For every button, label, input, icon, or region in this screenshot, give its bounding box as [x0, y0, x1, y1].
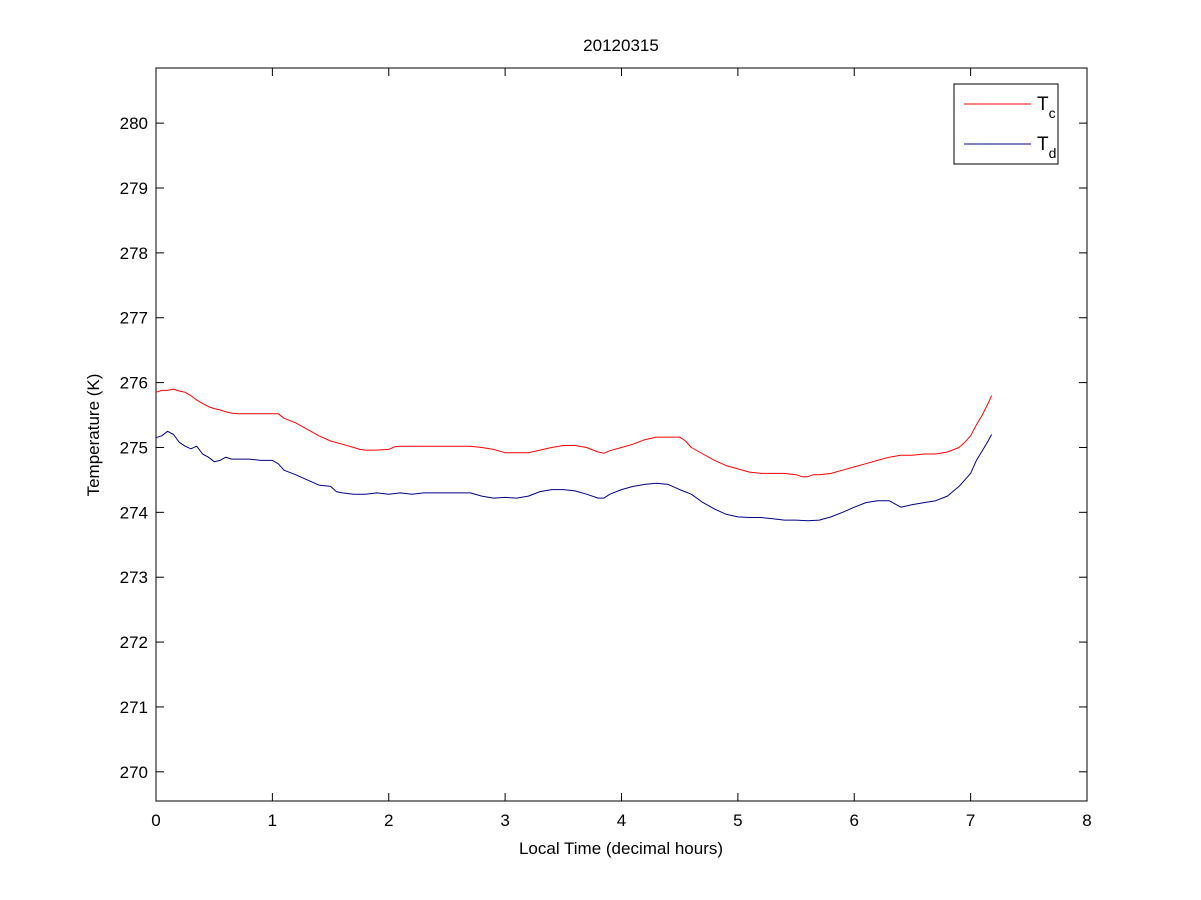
series-line-c — [155, 388, 993, 478]
x-tick-label: 2 — [384, 811, 393, 830]
x-axis-ticks: 0 1 2 3 4 5 6 7 8 — [151, 68, 1092, 830]
y-tick-label: 274 — [120, 503, 148, 522]
x-tick-label: 8 — [1082, 811, 1091, 830]
y-tick-label: 277 — [120, 309, 148, 328]
y-tick-label: 275 — [120, 438, 148, 457]
plot-area: 0 1 2 3 4 5 6 7 8 270 271 272 273 274 275 276 277 278 279… — [120, 67, 1092, 830]
x-tick-label: 5 — [733, 811, 742, 830]
y-tick-label: 273 — [120, 568, 148, 587]
axes-box — [155, 67, 1088, 802]
y-tick-label: 270 — [120, 763, 148, 782]
legend-label-main: T — [1037, 134, 1049, 155]
x-tick-label: 4 — [617, 811, 626, 830]
legend-label-d: Td — [1037, 134, 1056, 161]
legend-label-main: T — [1037, 94, 1049, 115]
series-line-d — [155, 430, 993, 522]
legend-label-c: Tc — [1037, 94, 1056, 121]
y-tick-label: 276 — [120, 374, 148, 393]
x-tick-label: 1 — [268, 811, 277, 830]
y-tick-label: 278 — [120, 244, 148, 263]
x-tick-label: 6 — [850, 811, 859, 830]
y-tick-label: 280 — [120, 114, 148, 133]
legend-label-subscript: c — [1049, 105, 1056, 121]
legend-label-subscript: d — [1049, 145, 1057, 161]
series-lines — [155, 388, 993, 522]
chart-title: 20120315 — [583, 36, 659, 55]
x-tick-label: 7 — [966, 811, 975, 830]
x-axis-label: Local Time (decimal hours) — [519, 839, 723, 858]
y-axis-label: Temperature (K) — [84, 374, 103, 497]
y-tick-label: 279 — [120, 179, 148, 198]
legend-box — [953, 83, 1059, 165]
x-tick-label: 3 — [500, 811, 509, 830]
y-tick-label: 271 — [120, 698, 148, 717]
y-tick-label: 272 — [120, 633, 148, 652]
x-tick-label: 0 — [151, 811, 160, 830]
y-axis-ticks: 270 271 272 273 274 275 276 277 278 279 280 — [120, 114, 1087, 782]
